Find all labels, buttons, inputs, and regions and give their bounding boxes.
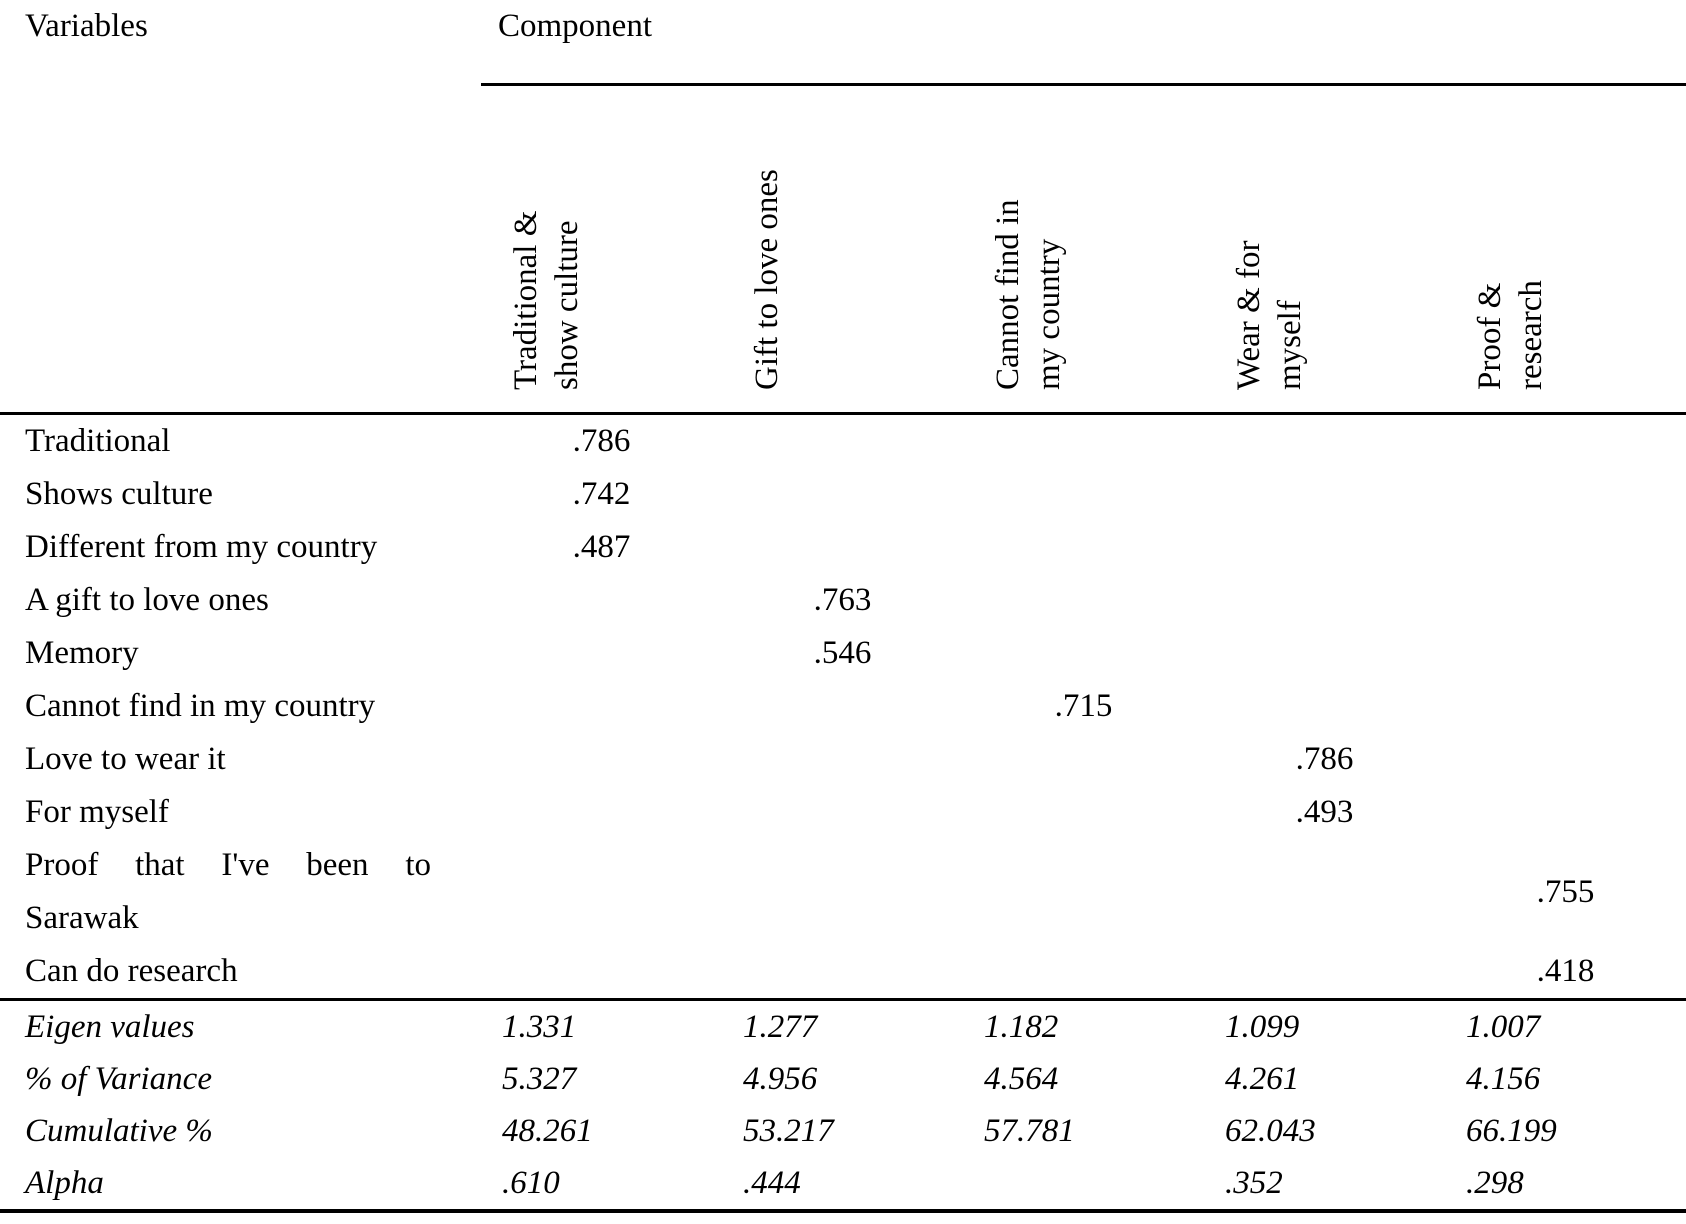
row-label: Traditional bbox=[25, 423, 171, 459]
table-body: Traditional .786 Shows culture .742 Diff… bbox=[0, 415, 1686, 1001]
stat-row-percent-of-variance: % of Variance 5.327 4.956 4.564 4.261 4.… bbox=[0, 1053, 1686, 1105]
stat-row-eigen-values: Eigen values 1.331 1.277 1.182 1.099 1.0… bbox=[0, 1001, 1686, 1053]
variables-column-header: Variables bbox=[25, 8, 148, 44]
stat-cell: 53.217 bbox=[743, 1112, 834, 1149]
stat-cell: 57.781 bbox=[984, 1112, 1075, 1149]
loading-cell: .786 bbox=[1295, 741, 1354, 777]
stat-cell: 48.261 bbox=[502, 1112, 593, 1149]
table-row: Memory .546 bbox=[0, 627, 1686, 680]
table-row: Shows culture .742 bbox=[0, 468, 1686, 521]
stat-row-cumulative-percent: Cumulative % 48.261 53.217 57.781 62.043… bbox=[0, 1105, 1686, 1157]
table-row: A gift to love ones .763 bbox=[0, 574, 1686, 627]
stat-row-label: Cumulative % bbox=[25, 1113, 213, 1149]
stat-row-label: Eigen values bbox=[25, 1009, 195, 1045]
stat-cell: 62.043 bbox=[1225, 1112, 1316, 1149]
row-label: Shows culture bbox=[25, 476, 213, 512]
table-row: Traditional .786 bbox=[0, 415, 1686, 468]
stat-cell: 4.156 bbox=[1466, 1060, 1541, 1097]
loading-cell: .487 bbox=[572, 529, 631, 565]
stat-cell: 5.327 bbox=[502, 1060, 577, 1097]
table-header-band: Variables Component bbox=[0, 0, 1686, 86]
row-label: A gift to love ones bbox=[25, 582, 269, 618]
row-label: Proof that I've been to Sarawak bbox=[25, 847, 431, 936]
stat-cell: 66.199 bbox=[1466, 1112, 1557, 1149]
table-row: For myself .493 bbox=[0, 786, 1686, 839]
component-header-traditional-show-culture: Traditional & show culture bbox=[508, 210, 585, 390]
table-row: Can do research .418 bbox=[0, 945, 1686, 998]
loading-cell: .715 bbox=[1054, 688, 1113, 724]
row-label: Memory bbox=[25, 635, 139, 671]
stat-cell: 4.261 bbox=[1225, 1060, 1300, 1097]
loading-cell: .755 bbox=[1536, 873, 1595, 910]
table-row: Cannot find in my country .715 bbox=[0, 680, 1686, 733]
loading-cell: .742 bbox=[572, 476, 631, 512]
stat-cell: 4.564 bbox=[984, 1060, 1059, 1097]
table-row: Proof that I've been to Sarawak .755 bbox=[0, 839, 1686, 945]
component-group-header: Component bbox=[481, 0, 1686, 86]
table-row: Love to wear it .786 bbox=[0, 733, 1686, 786]
stat-cell: 1.277 bbox=[743, 1008, 818, 1045]
table-footer: Eigen values 1.331 1.277 1.182 1.099 1.0… bbox=[0, 1001, 1686, 1213]
stat-cell: 1.007 bbox=[1466, 1008, 1541, 1045]
row-label: Different from my country bbox=[25, 529, 378, 565]
stat-cell: .298 bbox=[1466, 1164, 1524, 1201]
stat-cell: .610 bbox=[502, 1164, 560, 1201]
component-header-gift-to-love-ones: Gift to love ones bbox=[749, 169, 785, 390]
stat-row-label: Alpha bbox=[25, 1165, 104, 1201]
loading-cell: .418 bbox=[1536, 953, 1595, 989]
component-headers-band: Traditional & show culture Gift to love … bbox=[0, 86, 1686, 415]
row-label: Cannot find in my country bbox=[25, 688, 376, 724]
row-label: Can do research bbox=[25, 953, 238, 989]
stat-cell: .444 bbox=[743, 1164, 801, 1201]
stat-row-alpha: Alpha .610 .444 .352 .298 bbox=[0, 1157, 1686, 1209]
stat-cell: 1.331 bbox=[502, 1008, 577, 1045]
table-row: Different from my country .487 bbox=[0, 521, 1686, 574]
stat-cell: 1.182 bbox=[984, 1008, 1059, 1045]
loading-cell: .786 bbox=[572, 423, 631, 459]
loading-cell: .493 bbox=[1295, 794, 1354, 830]
loading-cell: .763 bbox=[813, 582, 872, 618]
stat-cell: 1.099 bbox=[1225, 1008, 1300, 1045]
stat-cell: 4.956 bbox=[743, 1060, 818, 1097]
component-header-wear-for-myself: Wear & for myself bbox=[1231, 240, 1308, 390]
row-label: For myself bbox=[25, 794, 169, 830]
stat-cell: .352 bbox=[1225, 1164, 1283, 1201]
stat-row-label: % of Variance bbox=[25, 1061, 212, 1097]
loading-cell: .546 bbox=[813, 635, 872, 671]
row-label: Love to wear it bbox=[25, 741, 226, 777]
component-header-cannot-find-in-my-country: Cannot find in my country bbox=[990, 199, 1067, 390]
component-header-proof-research: Proof & research bbox=[1472, 280, 1549, 390]
